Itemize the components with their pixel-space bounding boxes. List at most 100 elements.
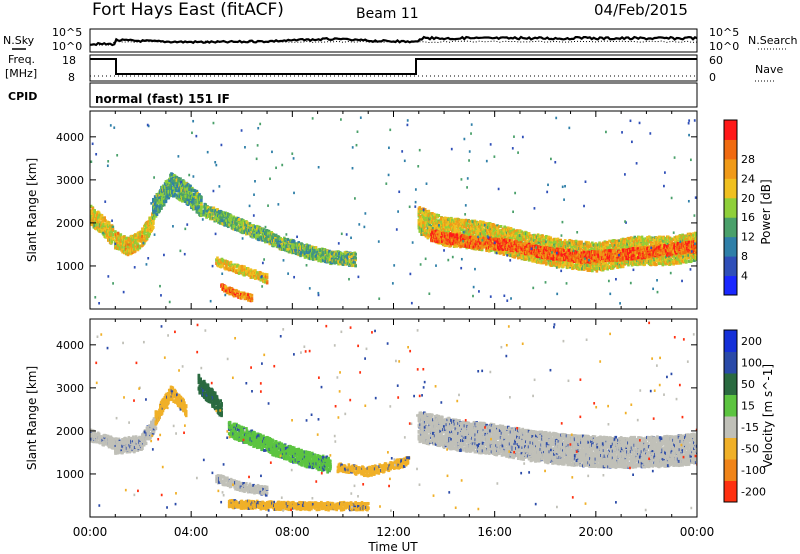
data-cell	[91, 206, 95, 210]
data-cell	[186, 202, 190, 206]
data-cell	[540, 241, 544, 245]
data-cell	[346, 256, 349, 260]
data-cell	[417, 212, 421, 216]
data-cell	[538, 234, 542, 238]
data-cell	[106, 220, 109, 224]
data-cell	[108, 226, 112, 230]
data-cell	[200, 203, 203, 207]
data-cell	[176, 193, 180, 197]
data-cell	[171, 194, 175, 198]
data-cell	[155, 205, 159, 209]
data-cell	[354, 264, 357, 268]
data-cell	[262, 277, 265, 281]
data-cell	[95, 224, 98, 228]
freq-panel: Freq. [MHz] 18 8 60 0 Nave	[5, 53, 783, 84]
data-cell	[130, 242, 133, 246]
data-cell	[187, 190, 190, 194]
data-cell	[443, 216, 447, 220]
data-cell	[228, 292, 231, 296]
data-cell	[119, 233, 123, 237]
freq-label-line1: Freq.	[8, 53, 35, 66]
data-cell	[152, 210, 156, 214]
data-cell	[226, 260, 229, 264]
data-cell	[527, 238, 531, 242]
data-cell	[184, 194, 188, 198]
data-cell	[259, 271, 263, 275]
data-cell	[443, 223, 447, 227]
data-cell	[183, 183, 187, 187]
data-cell	[516, 256, 520, 260]
data-cell	[330, 261, 334, 265]
data-cell	[550, 238, 553, 242]
data-cell	[306, 247, 310, 251]
data-cell	[354, 256, 357, 260]
data-cell	[217, 217, 220, 221]
data-cell	[497, 228, 500, 232]
data-cell	[163, 185, 167, 189]
data-cell	[525, 232, 529, 236]
data-cell	[254, 227, 257, 231]
data-cell	[221, 264, 225, 268]
data-cell	[518, 234, 522, 238]
data-cell	[553, 261, 556, 265]
data-cell	[213, 219, 217, 223]
data-cell	[323, 248, 327, 252]
data-cell	[100, 213, 104, 217]
data-cell	[301, 244, 305, 248]
data-cell	[277, 235, 281, 239]
data-cell	[96, 220, 100, 224]
data-cell	[423, 227, 426, 231]
data-cell	[243, 265, 246, 269]
data-cell	[334, 254, 338, 258]
data-cell	[314, 246, 318, 250]
data-cell	[230, 263, 234, 267]
data-cell	[523, 235, 526, 239]
data-cell	[433, 214, 437, 218]
data-cell	[268, 231, 272, 235]
data-cell	[239, 220, 243, 224]
data-cell	[333, 261, 337, 265]
data-cell	[430, 217, 433, 221]
nave-tick-top: 60	[709, 54, 723, 67]
data-cell	[141, 234, 144, 238]
data-cell	[215, 216, 218, 220]
data-cell	[461, 218, 465, 222]
data-cell	[423, 208, 427, 212]
data-cell	[469, 233, 473, 237]
data-cell	[154, 209, 158, 213]
nsky-label: N.Sky	[3, 34, 35, 47]
nsearch-tick-bottom: 10^0	[709, 40, 739, 53]
data-cell	[527, 232, 531, 236]
data-cell	[123, 235, 126, 239]
data-cell	[500, 234, 504, 238]
data-cell	[339, 260, 342, 264]
data-cell	[548, 240, 552, 244]
data-cell	[245, 272, 248, 276]
data-cell	[299, 254, 302, 258]
data-cell	[224, 285, 228, 289]
data-cell	[245, 294, 248, 298]
data-cell	[264, 240, 267, 244]
data-cell	[428, 223, 432, 227]
data-cell	[223, 262, 226, 266]
data-cell	[421, 229, 424, 233]
data-cell	[143, 228, 147, 232]
data-cell	[152, 221, 155, 225]
data-cell	[240, 264, 244, 268]
data-cell	[200, 208, 203, 212]
data-cell	[103, 216, 106, 220]
data-cell	[341, 253, 345, 257]
data-cell	[222, 289, 226, 293]
data-cell	[136, 234, 140, 238]
data-cell	[236, 292, 239, 296]
data-cell	[268, 242, 272, 246]
data-cell	[132, 238, 135, 242]
data-cell	[462, 229, 466, 233]
data-cell	[243, 292, 247, 296]
data-cell	[200, 195, 203, 199]
data-cell	[489, 249, 493, 253]
data-cell	[449, 244, 452, 248]
data-cell	[96, 216, 100, 220]
data-cell	[190, 192, 193, 196]
data-cell	[297, 241, 301, 245]
